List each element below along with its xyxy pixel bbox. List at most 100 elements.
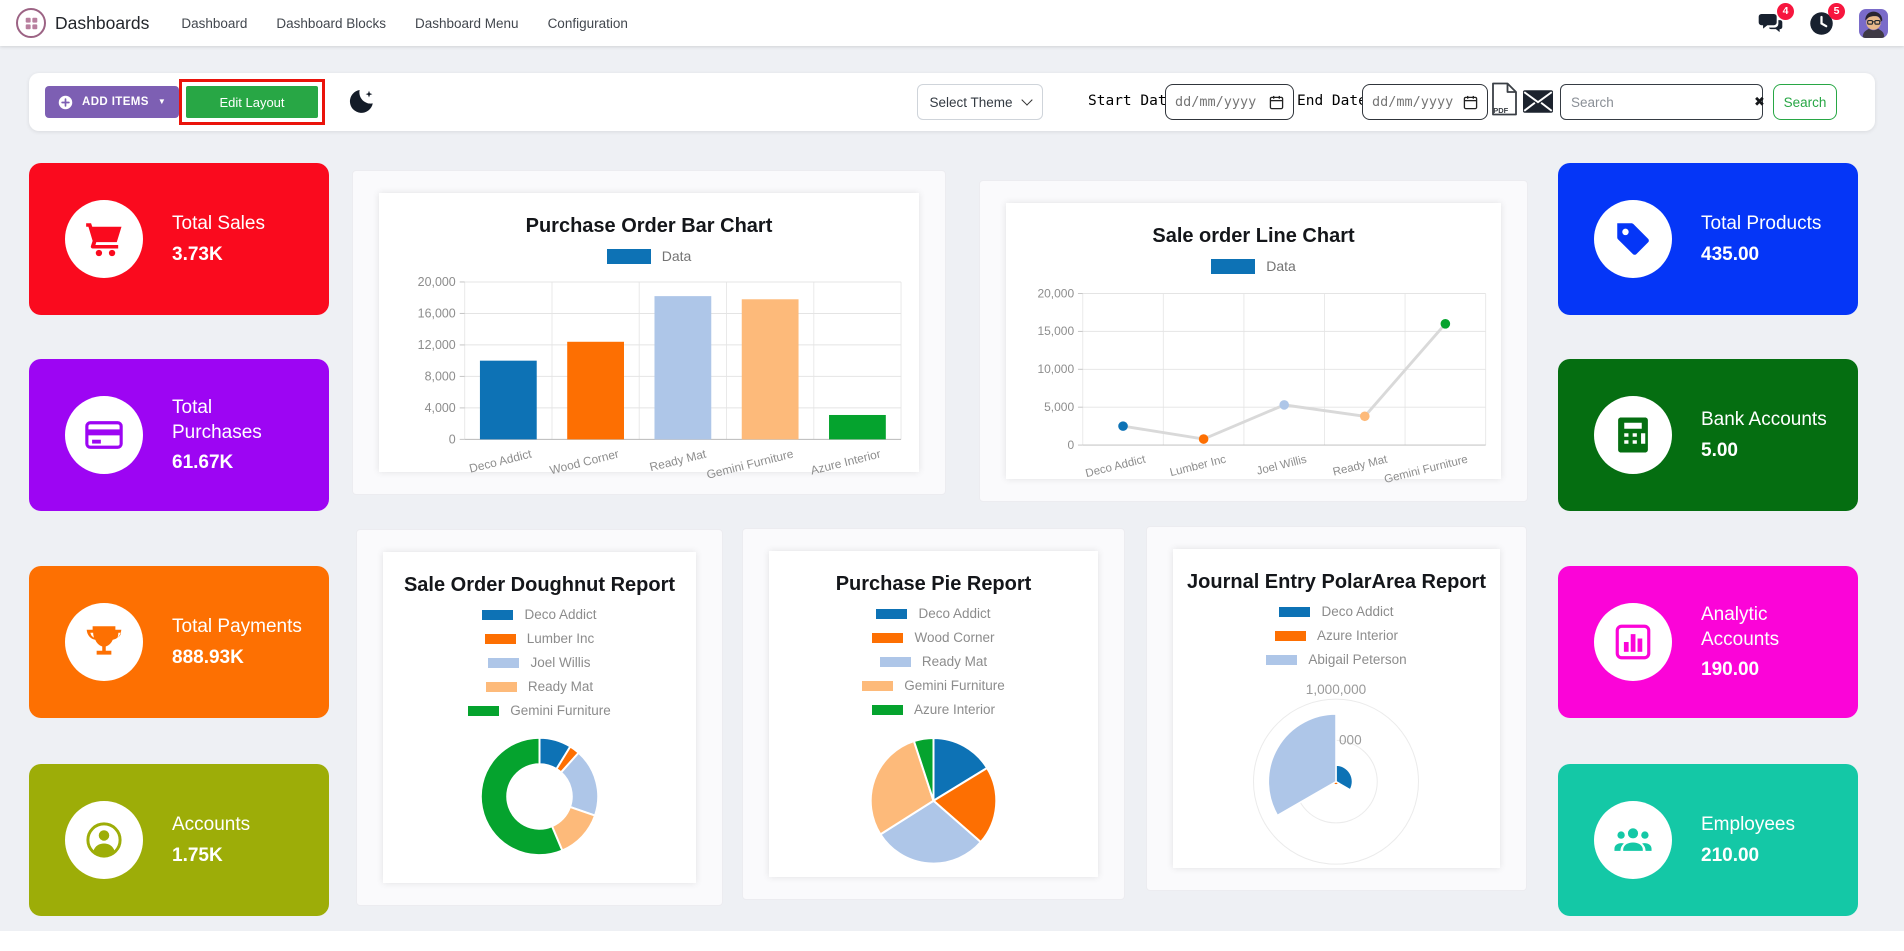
- envelope-icon[interactable]: [1523, 90, 1553, 113]
- legend-swatch: [606, 248, 651, 264]
- legend-item[interactable]: Ready Mat: [879, 654, 987, 669]
- legend-swatch: [862, 680, 894, 691]
- kpi-value: 3.73K: [172, 243, 223, 265]
- kpi-value: 61.67K: [172, 452, 234, 474]
- svg-text:Azure Interior: Azure Interior: [809, 447, 882, 478]
- plus-circle-icon: [58, 95, 73, 110]
- legend-swatch: [872, 632, 904, 643]
- chart-legend: Deco Addict Lumber Inc Joel Willis Ready Ma…: [468, 607, 611, 718]
- legend-swatch: [879, 656, 911, 667]
- kpi-label: Total Sales: [172, 213, 265, 235]
- kpi-label: Analytic Accounts: [1701, 603, 1780, 650]
- legend-swatch: [484, 633, 516, 644]
- user-avatar[interactable]: [1859, 8, 1888, 38]
- kpi-card-analytic-accounts[interactable]: Analytic Accounts 190.00: [1558, 566, 1858, 718]
- kpi-card-total-sales[interactable]: Total Sales 3.73K: [29, 163, 329, 315]
- end-date-input[interactable]: [1372, 94, 1457, 110]
- add-items-button[interactable]: ADD ITEMS ▼: [45, 86, 180, 118]
- end-date-input-box: [1362, 84, 1488, 120]
- chart-title: Purchase Order Bar Chart: [525, 215, 773, 237]
- kpi-card-total-purchases[interactable]: Total Purchases 61.67K: [29, 359, 329, 511]
- kpi-card-total-products[interactable]: Total Products 435.00: [1558, 163, 1858, 315]
- legend-label: Ready Mat: [527, 679, 594, 694]
- start-date-label: Start Date:: [1088, 93, 1185, 109]
- svg-text:20,000: 20,000: [418, 275, 456, 289]
- add-items-label: ADD ITEMS: [82, 96, 149, 108]
- legend-item[interactable]: Deco Addict: [876, 606, 991, 621]
- dashboard-toolbar: ADD ITEMS ▼ Edit Layout Select Theme Sta…: [29, 73, 1875, 131]
- kpi-card-employees[interactable]: Employees 210.00: [1558, 764, 1858, 916]
- legend-item[interactable]: Lumber Inc: [484, 631, 594, 646]
- chart-legend: Data: [1211, 258, 1296, 274]
- svg-text:20,000: 20,000: [1037, 286, 1074, 300]
- legend-label: Deco Addict: [1321, 604, 1394, 619]
- legend-item[interactable]: Deco Addict: [1279, 604, 1394, 619]
- legend-item[interactable]: Deco Addict: [482, 607, 597, 622]
- legend-item[interactable]: Azure Interior: [871, 702, 995, 717]
- kpi-icon-circle: [1594, 200, 1672, 278]
- kpi-icon-circle: [1594, 801, 1672, 879]
- pdf-export-icon[interactable]: PDF: [1491, 82, 1518, 116]
- legend-swatch: [468, 705, 500, 716]
- select-theme-dropdown[interactable]: Select Theme: [917, 84, 1043, 120]
- app-brand[interactable]: Dashboards: [55, 12, 150, 33]
- edit-layout-button[interactable]: Edit Layout: [186, 86, 318, 118]
- legend-swatch: [1279, 606, 1311, 617]
- chevron-down-icon: [1020, 94, 1033, 106]
- kpi-card-total-payments[interactable]: Total Payments 888.93K: [29, 566, 329, 718]
- chart-title: Sale order Line Chart: [1152, 225, 1355, 247]
- kpi-value: 210.00: [1701, 844, 1760, 866]
- chart-legend: Data: [606, 248, 692, 264]
- legend-swatch: [876, 608, 908, 619]
- pie-chart-canvas: [769, 727, 1098, 871]
- legend-item[interactable]: Gemini Furniture: [862, 678, 1005, 693]
- legend-swatch: [1274, 630, 1306, 641]
- legend-item[interactable]: Abigail Peterson: [1266, 652, 1407, 667]
- kpi-card-accounts[interactable]: Accounts 1.75K: [29, 764, 329, 916]
- legend-item[interactable]: Wood Corner: [872, 630, 995, 645]
- legend-item[interactable]: Ready Mat: [485, 679, 594, 694]
- kpi-icon-circle: [65, 801, 143, 879]
- legend-item[interactable]: Gemini Furniture: [468, 703, 611, 718]
- calendar-icon[interactable]: [1463, 95, 1478, 110]
- tag-icon: [1612, 218, 1654, 260]
- calendar-icon[interactable]: [1269, 95, 1284, 110]
- search-input[interactable]: [1571, 94, 1748, 110]
- messages-icon[interactable]: 4: [1757, 2, 1794, 37]
- nav-item-configuration[interactable]: Configuration: [547, 15, 628, 31]
- legend-label: Azure Interior: [1316, 628, 1399, 643]
- nav-item-dashboard[interactable]: Dashboard: [181, 15, 248, 31]
- legend-label: Data: [661, 248, 692, 264]
- clear-search-icon[interactable]: ✖: [1754, 94, 1765, 109]
- legend-swatch: [488, 657, 520, 668]
- nav-item-dashboard-menu[interactable]: Dashboard Menu: [414, 15, 519, 31]
- kpi-icon-circle: [1594, 396, 1672, 474]
- start-date-input[interactable]: [1175, 94, 1263, 110]
- svg-text:PDF: PDF: [1493, 106, 1508, 115]
- svg-text:000: 000: [1339, 732, 1362, 747]
- kpi-card-bank-accounts[interactable]: Bank Accounts 5.00: [1558, 359, 1858, 511]
- legend-item[interactable]: Data: [1211, 258, 1296, 274]
- moon-dark-mode-icon[interactable]: [347, 86, 377, 116]
- journal-entry-polararea-report-card: Journal Entry PolarArea Report Deco Addi…: [1146, 526, 1527, 891]
- legend-label: Joel Willis: [530, 655, 591, 670]
- svg-text:8,000: 8,000: [425, 369, 456, 383]
- app-logo-icon: [16, 8, 46, 38]
- search-button[interactable]: Search: [1773, 84, 1837, 120]
- svg-text:4,000: 4,000: [425, 401, 456, 415]
- chart-legend: Deco Addict Azure Interior Abigail Peterso…: [1266, 604, 1407, 667]
- kpi-value: 435.00: [1701, 243, 1760, 265]
- sale-order-line-chart-card: Sale order Line Chart Data 0 5,000 10,000 1…: [979, 180, 1528, 502]
- legend-item[interactable]: Data: [606, 248, 692, 264]
- svg-text:Ready Mat: Ready Mat: [648, 446, 708, 474]
- select-theme-label: Select Theme: [929, 94, 1013, 110]
- legend-item[interactable]: Azure Interior: [1274, 628, 1399, 643]
- nav-item-dashboard-blocks[interactable]: Dashboard Blocks: [276, 15, 386, 31]
- bar-chart-icon: [1612, 621, 1654, 663]
- kpi-value: 5.00: [1701, 439, 1738, 461]
- kpi-text: Total Products 435.00: [1701, 212, 1832, 266]
- activities-clock-icon[interactable]: 5: [1808, 2, 1845, 37]
- svg-text:Wood Corner: Wood Corner: [548, 447, 620, 478]
- legend-item[interactable]: Joel Willis: [488, 655, 591, 670]
- calculator-icon: [1612, 414, 1654, 456]
